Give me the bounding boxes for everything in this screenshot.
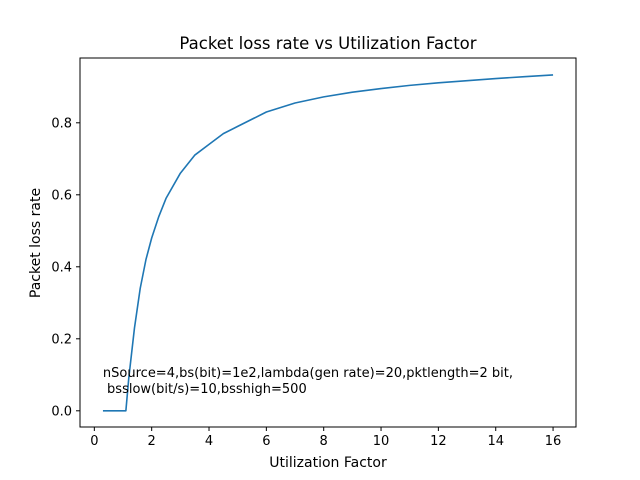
parameters-annotation: nSource=4,bs(bit)=1e2,lambda(gen rate)=2… bbox=[103, 366, 517, 397]
annotation-line-1: nSource=4,bs(bit)=1e2,lambda(gen rate)=2… bbox=[103, 366, 513, 381]
plot-content bbox=[102, 74, 554, 412]
y-tick-label: 0.6 bbox=[51, 188, 72, 203]
y-axis: 0.0 0.2 0.4 0.6 0.8 bbox=[51, 116, 80, 419]
y-tick-label: 0.2 bbox=[51, 332, 72, 347]
x-tick-label: 16 bbox=[545, 434, 562, 449]
x-tick-label: 6 bbox=[262, 434, 270, 449]
x-tick-label: 10 bbox=[373, 434, 390, 449]
x-tick-label: 12 bbox=[430, 434, 447, 449]
y-axis-label: Packet loss rate bbox=[28, 188, 44, 298]
x-tick-label: 2 bbox=[148, 434, 156, 449]
x-tick-label: 0 bbox=[90, 434, 98, 449]
x-axis: 0 2 4 6 8 10 12 14 16 bbox=[90, 427, 561, 449]
x-axis-label: Utilization Factor bbox=[269, 455, 387, 471]
chart-title: Packet loss rate vs Utilization Factor bbox=[179, 34, 476, 53]
series-line bbox=[102, 74, 554, 412]
x-tick-label: 8 bbox=[320, 434, 328, 449]
x-tick-label: 4 bbox=[205, 434, 213, 449]
y-tick-label: 0.8 bbox=[51, 116, 72, 131]
annotation-line-2: bsslow(bit/s)=10,bsshigh=500 bbox=[103, 382, 307, 397]
y-tick-label: 0.4 bbox=[51, 260, 72, 275]
x-tick-label: 14 bbox=[487, 434, 504, 449]
plot-frame bbox=[79, 57, 577, 428]
y-tick-label: 0.0 bbox=[51, 404, 72, 419]
